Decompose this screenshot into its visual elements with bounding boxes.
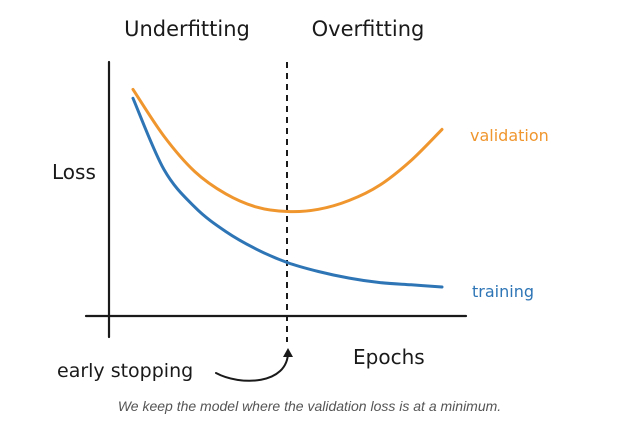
- annotation-arrow: [215, 351, 289, 382]
- series-label-training: training: [472, 282, 534, 301]
- region-label-overfitting: Overfitting: [312, 17, 425, 41]
- figure-caption: We keep the model where the validation l…: [117, 398, 502, 414]
- y-axis-label: Loss: [52, 160, 96, 184]
- series-label-validation: validation: [470, 126, 549, 145]
- validation-series-line: [131, 87, 444, 214]
- annotation-early-stopping: early stopping: [57, 360, 193, 382]
- region-label-underfitting: Underfitting: [124, 17, 250, 41]
- x-axis-label: Epochs: [353, 345, 425, 369]
- training-series-line: [131, 96, 444, 289]
- annotation-arrowhead: [283, 348, 293, 357]
